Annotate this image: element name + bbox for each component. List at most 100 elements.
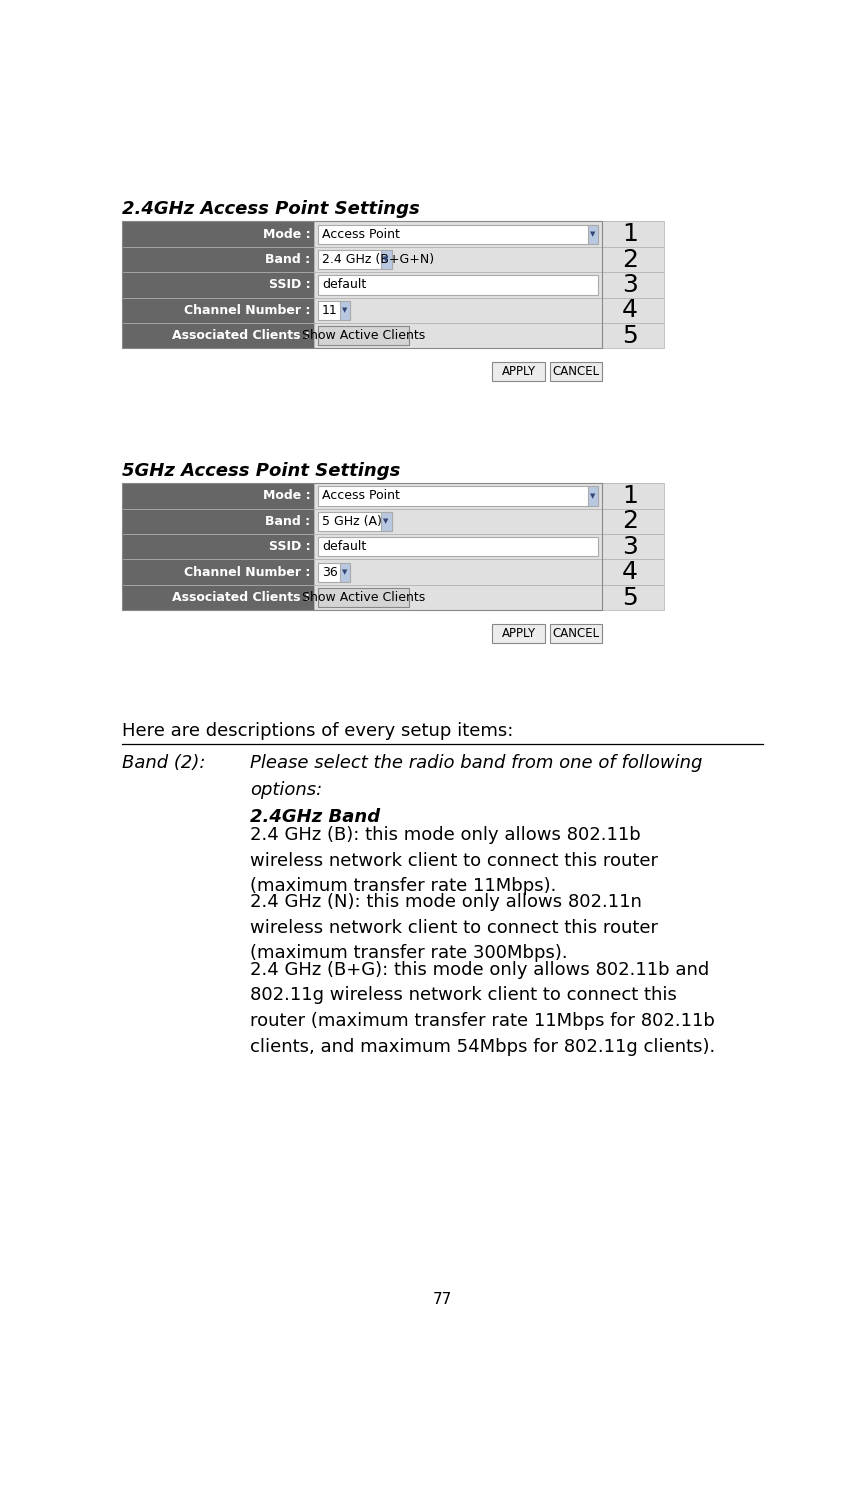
Bar — [588, 486, 598, 505]
Text: ▼: ▼ — [383, 519, 389, 525]
Text: 2.4 GHz (B): this mode only allows 802.11b
wireless network client to connect th: 2.4 GHz (B): this mode only allows 802.1… — [249, 826, 658, 895]
Bar — [318, 486, 598, 505]
Text: 2.4 GHz (B+G+N): 2.4 GHz (B+G+N) — [322, 253, 434, 266]
Text: 2.4 GHz (N): this mode only allows 802.11n
wireless network client to connect th: 2.4 GHz (N): this mode only allows 802.1… — [249, 893, 658, 963]
Text: Show Active Clients: Show Active Clients — [302, 591, 425, 605]
Bar — [318, 536, 598, 556]
Text: 4: 4 — [622, 299, 639, 322]
Bar — [602, 297, 665, 322]
Text: default: default — [322, 541, 366, 553]
Text: ▼: ▼ — [343, 569, 348, 575]
Text: 2.4GHz Band: 2.4GHz Band — [249, 808, 380, 826]
Bar — [314, 585, 602, 611]
Text: 2.4 GHz (B+G): this mode only allows 802.11b and
802.11g wireless network client: 2.4 GHz (B+G): this mode only allows 802… — [249, 960, 715, 1055]
Text: CANCEL: CANCEL — [552, 627, 600, 640]
Bar — [318, 275, 598, 294]
Text: 5: 5 — [622, 585, 638, 609]
Text: 3: 3 — [622, 273, 638, 297]
Bar — [602, 533, 665, 559]
Bar — [314, 247, 602, 272]
Bar — [122, 247, 314, 272]
Text: 2: 2 — [622, 510, 639, 533]
Text: SSID :: SSID : — [268, 278, 310, 291]
Bar — [550, 624, 602, 642]
Text: Associated Clients :: Associated Clients : — [173, 330, 310, 342]
Text: 3: 3 — [622, 535, 638, 559]
Text: Mode :: Mode : — [262, 489, 310, 502]
Text: 4: 4 — [622, 560, 639, 584]
Bar — [340, 300, 350, 319]
Text: APPLY: APPLY — [501, 627, 536, 640]
Bar — [314, 533, 602, 559]
Bar — [122, 585, 314, 611]
Text: ▼: ▼ — [383, 257, 389, 263]
Bar — [602, 508, 665, 533]
Bar — [314, 483, 602, 508]
Bar — [381, 511, 392, 531]
Bar — [122, 221, 665, 349]
Bar — [122, 533, 314, 559]
Text: Associated Clients :: Associated Clients : — [173, 591, 310, 605]
Bar — [318, 563, 350, 583]
Bar — [318, 300, 350, 319]
Text: 11: 11 — [322, 303, 337, 317]
Text: Channel Number :: Channel Number : — [184, 303, 310, 317]
Text: 36: 36 — [322, 566, 337, 578]
Text: Band :: Band : — [265, 253, 310, 266]
Text: 5: 5 — [622, 324, 638, 348]
Text: 2: 2 — [622, 248, 639, 272]
Bar — [492, 363, 545, 380]
Bar — [602, 221, 665, 247]
Bar — [122, 483, 602, 611]
Text: Please select the radio band from one of following
options:: Please select the radio band from one of… — [249, 755, 702, 798]
Bar — [550, 363, 602, 380]
Bar — [492, 624, 545, 642]
Text: Mode :: Mode : — [262, 227, 310, 241]
Bar — [314, 272, 602, 297]
Text: Show Active Clients: Show Active Clients — [302, 330, 425, 342]
Text: SSID :: SSID : — [268, 541, 310, 553]
Text: Access Point: Access Point — [322, 489, 400, 502]
Text: Access Point: Access Point — [322, 227, 400, 241]
Bar — [602, 585, 665, 611]
Bar — [602, 322, 665, 349]
Bar — [314, 508, 602, 533]
Text: ▼: ▼ — [590, 493, 595, 499]
Bar — [122, 508, 314, 533]
Text: 1: 1 — [622, 484, 638, 508]
Bar — [381, 250, 392, 269]
Bar — [588, 224, 598, 244]
Bar — [122, 221, 314, 247]
Bar — [122, 221, 602, 349]
Text: ▼: ▼ — [590, 232, 595, 238]
Bar — [602, 483, 665, 508]
Text: Band :: Band : — [265, 514, 310, 528]
Bar — [602, 272, 665, 297]
Bar — [318, 224, 598, 244]
Text: APPLY: APPLY — [501, 366, 536, 377]
Text: CANCEL: CANCEL — [552, 366, 600, 377]
Text: 2.4GHz Access Point Settings: 2.4GHz Access Point Settings — [122, 201, 419, 218]
Bar — [602, 559, 665, 585]
Bar — [122, 272, 314, 297]
Text: Here are descriptions of every setup items:: Here are descriptions of every setup ite… — [122, 722, 513, 740]
Bar — [318, 511, 392, 531]
Text: Band (2):: Band (2): — [122, 755, 205, 773]
Text: default: default — [322, 278, 366, 291]
Bar — [122, 559, 314, 585]
Text: ▼: ▼ — [343, 308, 348, 314]
Text: 5GHz Access Point Settings: 5GHz Access Point Settings — [122, 462, 400, 480]
Text: 5 GHz (A): 5 GHz (A) — [322, 514, 381, 528]
Bar — [122, 483, 665, 611]
Bar — [314, 221, 602, 247]
Bar — [340, 563, 350, 583]
Bar — [318, 250, 392, 269]
Bar — [314, 322, 602, 349]
Bar — [314, 559, 602, 585]
Bar — [122, 297, 314, 322]
Bar — [122, 322, 314, 349]
Bar — [314, 297, 602, 322]
Text: 77: 77 — [432, 1293, 451, 1308]
Bar — [602, 247, 665, 272]
Bar — [318, 588, 409, 608]
